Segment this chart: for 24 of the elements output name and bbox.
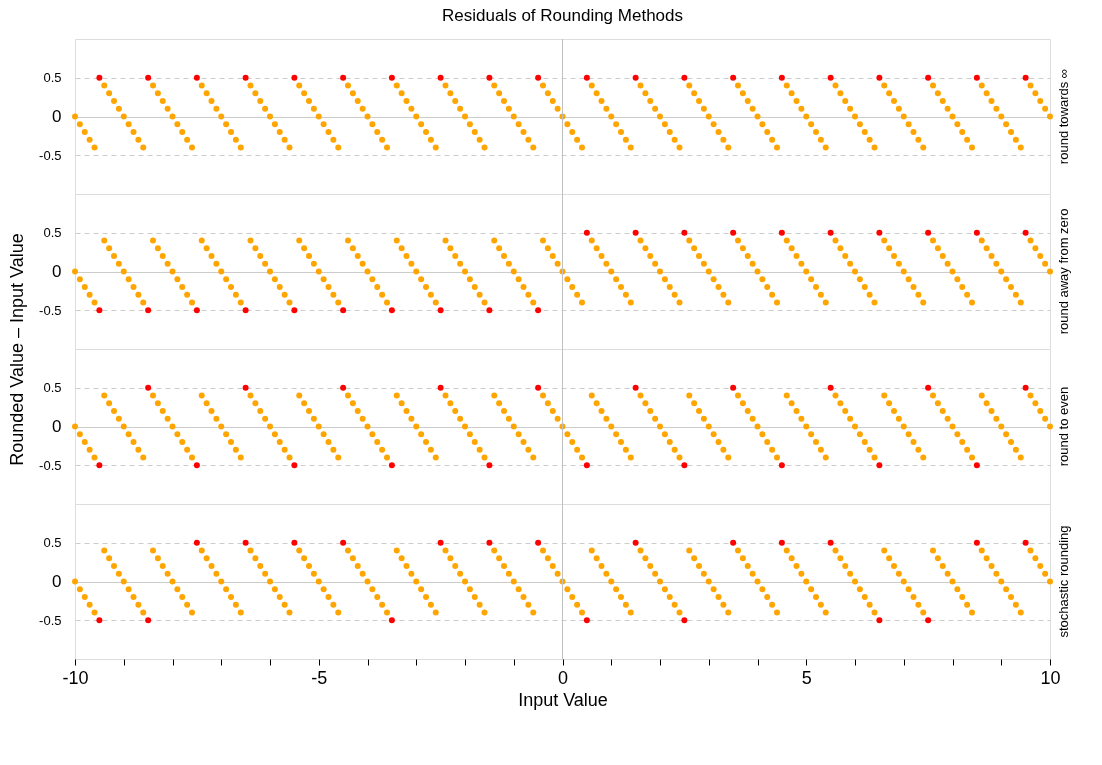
y-tick-label: 0	[52, 107, 62, 126]
y-tick-label: 0.5	[43, 70, 62, 86]
y2-axis-title: round away from zero	[1056, 208, 1071, 335]
y-tick-label: -0.5	[39, 612, 62, 628]
y2-axis-title: stochastic rounding	[1056, 525, 1071, 638]
y-tick-label: 0.5	[43, 535, 62, 551]
y-tick-label: -0.5	[39, 302, 62, 318]
y-tick-label: 0	[52, 417, 62, 436]
y-tick-label: 0	[52, 262, 62, 281]
y-tick-label: 0.5	[43, 380, 62, 396]
y-tick-label: 0	[52, 572, 62, 591]
x-tick-label: 10	[1040, 667, 1061, 688]
x-axis-title: Input Value	[518, 689, 608, 710]
y-tick-label: 0.5	[43, 225, 62, 241]
x-tick-label: 0	[557, 667, 569, 688]
x-tick-label: 5	[801, 667, 812, 688]
y2-axis-title: round to even	[1056, 386, 1071, 467]
y-tick-label: -0.5	[39, 147, 62, 163]
x-tick-label: -10	[62, 667, 89, 688]
chart-title: Residuals of Rounding Methods	[442, 5, 683, 25]
y-tick-label: -0.5	[39, 457, 62, 473]
y2-axis-title: round towards ∞	[1056, 68, 1071, 165]
y-axis-title: Rounded Value – Input Value	[7, 233, 28, 466]
x-tick-label: -5	[311, 667, 328, 688]
